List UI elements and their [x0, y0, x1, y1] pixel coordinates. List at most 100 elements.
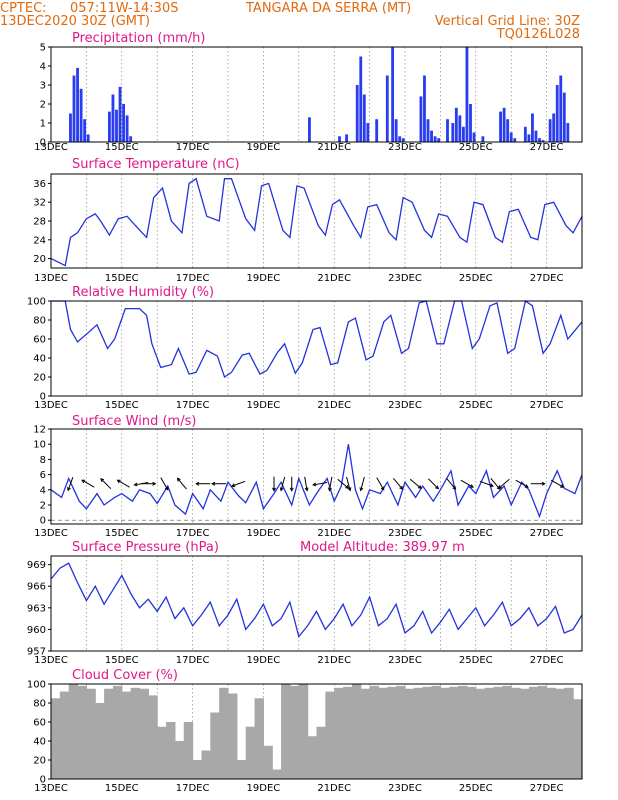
cloud-bar	[537, 685, 548, 779]
precip-xtick-label: 13DEC	[34, 142, 68, 153]
cloud-bar	[86, 688, 96, 779]
precip-bar	[566, 123, 570, 142]
cloud-bar	[449, 686, 459, 779]
precip-bar	[562, 92, 566, 142]
humidity-frame	[50, 300, 583, 397]
precip-bar	[506, 119, 510, 142]
header-code: TQ0126L028	[496, 27, 580, 42]
cloud-bar	[325, 691, 335, 779]
precip-bar	[366, 123, 370, 142]
precip-bar	[111, 94, 115, 142]
wind-direction-arrowhead	[399, 485, 404, 490]
cloud-bar	[157, 726, 167, 779]
humidity-xtick-label: 23DEC	[388, 400, 422, 411]
precip-xtick-label: 21DEC	[317, 142, 351, 153]
wind-direction-arrowhead	[152, 481, 157, 486]
precip-ytick-label: 4	[40, 62, 46, 73]
precip-ytick-label: 2	[40, 100, 46, 111]
cloud-bar	[68, 684, 79, 779]
cloud-ytick-label: 60	[33, 718, 46, 729]
precip-bar	[469, 104, 472, 142]
precip-xtick-label: 27DEC	[530, 142, 564, 153]
precip-bar	[433, 136, 437, 142]
cloud-bar	[555, 688, 565, 779]
wind-direction-arrowhead	[195, 481, 200, 486]
precip-bar	[548, 119, 552, 142]
precip-bar	[308, 117, 311, 142]
wind-direction-arrowhead	[380, 486, 385, 491]
wind-direction-arrow	[177, 478, 187, 490]
wind-direction-arrow	[231, 480, 246, 487]
humidity-ytick-label: 20	[33, 373, 46, 384]
precip-bar	[398, 136, 402, 142]
wind-direction-arrowhead	[560, 484, 565, 488]
precip-bar	[426, 119, 430, 142]
precip-bar	[481, 136, 485, 142]
precip-bar	[555, 85, 559, 142]
precip-bar	[375, 119, 379, 142]
cloud-ytick-label: 80	[33, 699, 46, 710]
cloud-bar	[440, 687, 450, 779]
precip-bar	[419, 96, 423, 142]
wind-ytick-label: 8	[40, 455, 46, 466]
wind-xtick-label: 23DEC	[388, 528, 422, 539]
wind-direction-arrow	[313, 482, 328, 486]
wind-xtick-label: 17DEC	[176, 528, 210, 539]
cloud-bar	[351, 684, 362, 779]
precip-bar	[454, 107, 458, 142]
wind-direction-arrow	[67, 476, 74, 491]
wind-direction-arrowhead	[359, 487, 364, 492]
humidity-xtick-label: 21DEC	[317, 400, 351, 411]
cloud-bar	[51, 698, 61, 779]
wind-direction-arrowhead	[176, 477, 181, 482]
precip-bar	[513, 138, 517, 142]
cloud-bar	[546, 687, 557, 779]
precip-bar	[527, 134, 531, 142]
humidity-xtick-label: 27DEC	[530, 400, 564, 411]
precip-bar	[509, 132, 513, 142]
pressure-ytick-label: 960	[27, 625, 46, 636]
cloud-bar	[139, 688, 149, 779]
wind-direction-arrowhead	[489, 483, 494, 488]
precip-bar	[79, 88, 83, 142]
header-coords: 057:11W-14:30S	[70, 1, 178, 16]
cloud-xtick-label: 23DEC	[388, 783, 422, 794]
temp-ytick-label: 28	[33, 217, 46, 228]
precip-ytick-label: 5	[40, 43, 46, 54]
precip-xtick-label: 15DEC	[105, 142, 139, 153]
cloud-bar	[405, 688, 415, 779]
wind-direction-arrow	[100, 478, 112, 490]
wind-xtick-label: 25DEC	[459, 528, 493, 539]
humidity-ytick-label: 80	[33, 316, 46, 327]
wind-ytick-label: 10	[33, 440, 46, 451]
wind-direction-arrowhead	[435, 485, 440, 490]
wind-direction-arrow	[393, 478, 403, 490]
temp-xtick-label: 27DEC	[530, 273, 564, 284]
precip-xtick-label: 17DEC	[176, 142, 210, 153]
cloud-bar	[254, 698, 264, 779]
pressure-ytick-label: 957	[27, 647, 46, 658]
cloud-ytick-label: 100	[27, 680, 46, 691]
wind-xtick-label: 21DEC	[317, 528, 351, 539]
cloud-bar	[502, 685, 512, 779]
pressure-xtick-label: 13DEC	[34, 655, 68, 666]
wind-direction-arrow	[376, 477, 385, 491]
wind-direction-arrowhead	[417, 485, 422, 489]
cloud-bar	[422, 686, 433, 779]
temp-ytick-label: 24	[33, 235, 46, 246]
wind-direction-arrowhead	[524, 484, 529, 488]
cloud-bar	[95, 703, 105, 779]
precip-bar	[451, 123, 455, 142]
wind-direction-arrowhead	[312, 482, 317, 487]
wind-direction-arrowhead	[279, 487, 284, 492]
precip-bar	[552, 113, 556, 142]
precip-xtick-label: 19DEC	[247, 142, 281, 153]
wind-direction-arrowhead	[541, 481, 546, 486]
cloud-ytick-label: 20	[33, 756, 46, 767]
cloud-bar	[130, 687, 141, 779]
cloud-bar	[272, 769, 282, 779]
cloud-title: Cloud Cover (%)	[72, 668, 178, 683]
wind-direction-arrowhead	[452, 485, 457, 490]
cloud-bar	[298, 684, 309, 779]
cloud-ytick-label: 40	[33, 737, 46, 748]
